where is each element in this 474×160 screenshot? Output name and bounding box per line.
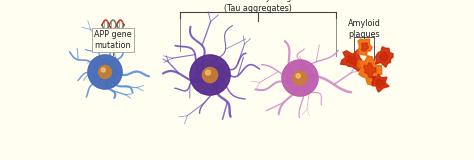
Polygon shape	[357, 39, 372, 55]
Polygon shape	[380, 52, 389, 62]
Text: APP gene
mutation: APP gene mutation	[94, 30, 132, 50]
Circle shape	[88, 55, 122, 89]
Circle shape	[202, 67, 218, 83]
Circle shape	[99, 66, 111, 78]
Polygon shape	[340, 50, 362, 71]
Polygon shape	[376, 79, 384, 88]
Circle shape	[282, 60, 318, 96]
Polygon shape	[357, 56, 382, 85]
Circle shape	[88, 55, 122, 89]
Circle shape	[286, 64, 313, 92]
Polygon shape	[361, 43, 368, 51]
Text: Amyloid
plaques: Amyloid plaques	[347, 19, 381, 39]
Polygon shape	[372, 74, 389, 92]
Circle shape	[190, 55, 230, 95]
Circle shape	[296, 74, 301, 78]
Circle shape	[92, 59, 118, 85]
Circle shape	[101, 68, 105, 72]
Polygon shape	[375, 47, 393, 67]
Polygon shape	[346, 55, 357, 66]
Circle shape	[206, 70, 210, 75]
Circle shape	[282, 60, 318, 96]
Text: Neurofibrillary tangles
(Tau aggregates): Neurofibrillary tangles (Tau aggregates)	[213, 0, 303, 13]
Circle shape	[293, 71, 307, 85]
Circle shape	[190, 55, 230, 95]
Polygon shape	[364, 63, 376, 78]
Circle shape	[195, 60, 225, 90]
